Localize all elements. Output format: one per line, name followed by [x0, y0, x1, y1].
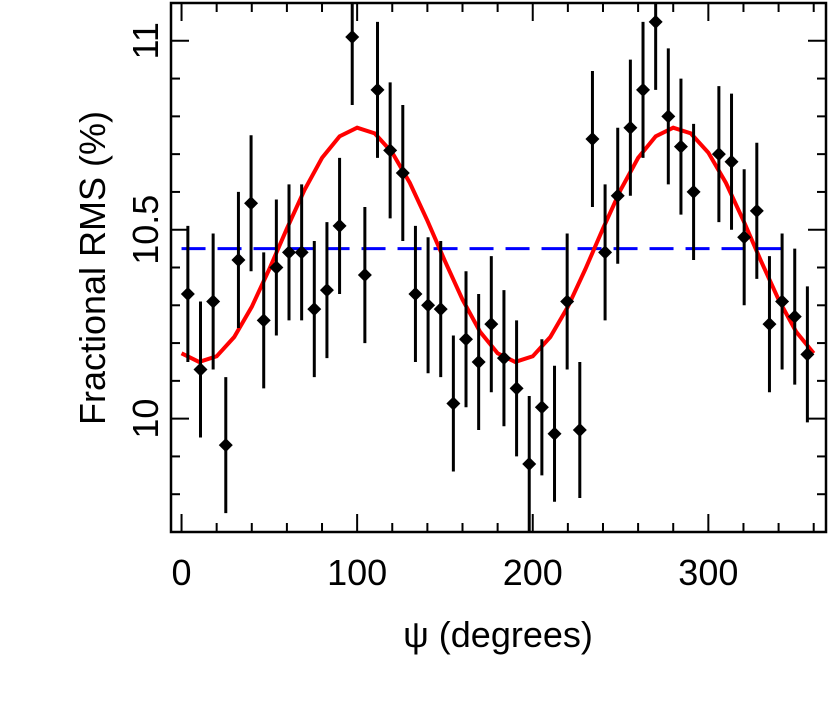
- data-point: [459, 332, 474, 347]
- data-point: [749, 203, 764, 218]
- data-point: [282, 245, 297, 260]
- data-point: [408, 286, 423, 301]
- data-point: [534, 400, 549, 415]
- data-point: [370, 82, 385, 97]
- data-point: [395, 166, 410, 181]
- data-point: [636, 82, 651, 97]
- x-tick-label: 200: [503, 552, 563, 593]
- data-point: [269, 260, 284, 275]
- y-tick-label: 10.5: [125, 195, 166, 265]
- data-point: [522, 456, 537, 471]
- data-point: [560, 294, 575, 309]
- y-axis-label: Fractional RMS (%): [72, 111, 113, 425]
- data-point: [598, 245, 613, 260]
- data-point: [206, 294, 221, 309]
- data-point: [572, 422, 587, 437]
- data-point: [433, 302, 448, 317]
- data-point: [724, 154, 739, 169]
- data-point: [547, 426, 562, 441]
- data-point: [673, 139, 688, 154]
- data-point: [737, 230, 752, 245]
- data-point: [218, 438, 233, 453]
- data-point: [319, 283, 334, 298]
- data-point: [345, 30, 360, 45]
- data-point: [307, 302, 322, 317]
- data-point: [648, 14, 663, 29]
- data-point: [623, 120, 638, 135]
- data-point: [446, 396, 461, 411]
- data-point: [775, 294, 790, 309]
- data-point: [383, 143, 398, 158]
- data-point: [762, 317, 777, 332]
- data-point: [231, 252, 246, 267]
- data-point: [357, 268, 372, 283]
- data-point: [800, 347, 815, 362]
- data-point: [332, 218, 347, 233]
- plot-frame: [169, 1, 828, 534]
- data-point: [256, 313, 271, 328]
- data-point: [661, 109, 676, 124]
- data-point: [711, 147, 726, 162]
- data-point: [484, 317, 499, 332]
- data-point: [294, 245, 309, 260]
- data-point: [787, 309, 802, 324]
- data-point: [686, 184, 701, 199]
- y-tick-label: 11: [125, 22, 166, 59]
- data-point: [509, 381, 524, 396]
- data-point: [193, 362, 208, 377]
- data-point: [244, 196, 259, 211]
- data-point: [585, 132, 600, 147]
- y-tick-label: 10: [125, 399, 166, 439]
- data-point: [496, 351, 511, 366]
- data-point: [180, 286, 195, 301]
- x-tick-label: 300: [678, 552, 738, 593]
- x-tick-label: 100: [327, 552, 387, 593]
- fit-curve: [180, 125, 816, 365]
- data-point: [471, 354, 486, 369]
- data-point: [610, 188, 625, 203]
- x-axis-label: ψ (degrees): [403, 614, 593, 655]
- x-tick-label: 0: [172, 552, 192, 593]
- data-point: [421, 298, 436, 313]
